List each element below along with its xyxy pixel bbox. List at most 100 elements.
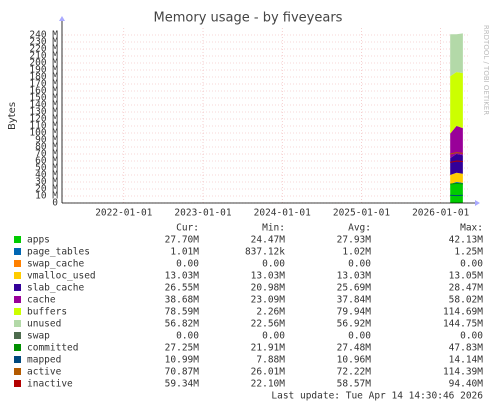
y-tick-label: 240 M	[29, 30, 58, 41]
series-line	[450, 160, 463, 163]
stat-value: 27.25M	[165, 343, 200, 354]
stat-value: 26.01M	[251, 367, 286, 378]
stat-value: 59.34M	[165, 379, 200, 390]
y-tick-label: 230 M	[29, 37, 58, 48]
stat-value: 0.00	[348, 331, 371, 342]
y-tick-label: 110 M	[29, 121, 58, 132]
stat-value: 0.00	[460, 259, 483, 270]
legend-swatch	[14, 308, 21, 315]
stacked-area	[450, 153, 463, 175]
stat-value: 56.82M	[165, 319, 200, 330]
y-tick-label: 100 M	[29, 128, 58, 139]
stat-value: 14.14M	[449, 355, 484, 366]
legend-label: swap_cache	[27, 259, 84, 270]
stacked-area	[450, 182, 463, 203]
x-tick-label: 2023-01-01	[174, 208, 231, 219]
x-tick-label: 2022-01-01	[95, 208, 152, 219]
y-tick-label: 10 M	[35, 191, 58, 202]
stat-value: 47.83M	[449, 343, 484, 354]
y-tick-label: 140 M	[29, 100, 58, 111]
stat-value: 38.68M	[165, 295, 200, 306]
y-tick-label: 130 M	[29, 107, 58, 118]
y-tick-label: 160 M	[29, 86, 58, 97]
y-tick-label: 80 M	[35, 142, 58, 153]
legend-label: active	[27, 367, 62, 378]
x-tick-label: 2025-01-01	[333, 208, 390, 219]
y-tick-label: 20 M	[35, 184, 58, 195]
stat-header: Max:	[460, 223, 483, 234]
y-tick-label: 190 M	[29, 65, 58, 76]
stat-value: 0.00	[348, 259, 371, 270]
y-arrow	[59, 16, 65, 21]
stat-value: 37.84M	[337, 295, 372, 306]
stat-value: 58.02M	[449, 295, 484, 306]
stat-value: 837.12k	[245, 247, 285, 258]
x-tick-label: 2026-01-01	[412, 208, 469, 219]
legend-swatch	[14, 284, 21, 291]
stat-value: 22.10M	[251, 379, 286, 390]
x-tick-label: 2024-01-01	[254, 208, 311, 219]
stat-value: 10.99M	[165, 355, 200, 366]
legend-swatch	[14, 332, 21, 339]
stat-value: 13.03M	[337, 271, 372, 282]
legend-swatch	[14, 248, 21, 255]
stat-value: 0.00	[262, 259, 285, 270]
stat-value: 27.70M	[165, 235, 200, 246]
stat-value: 20.98M	[251, 283, 286, 294]
side-note: RRDTOOL / TOBI OETIKER	[482, 25, 490, 115]
y-tick-label: 0	[52, 198, 58, 209]
stat-value: 25.69M	[337, 283, 372, 294]
legend-label: unused	[27, 319, 61, 330]
y-tick-label: 150 M	[29, 93, 58, 104]
stacked-area	[450, 125, 463, 159]
stat-value: 23.09M	[251, 295, 286, 306]
stat-value: 10.96M	[337, 355, 372, 366]
stat-header: Cur:	[176, 223, 199, 234]
series-line	[450, 152, 463, 155]
stat-value: 22.56M	[251, 319, 286, 330]
legend-label: vmalloc_used	[27, 271, 96, 282]
y-tick-label: 90 M	[35, 135, 58, 146]
plot-area	[62, 28, 470, 203]
stat-value: 2.26M	[256, 307, 285, 318]
stat-value: 26.55M	[165, 283, 200, 294]
stat-value: 1.02M	[342, 247, 371, 258]
legend-label: inactive	[27, 379, 73, 390]
stat-value: 21.91M	[251, 343, 286, 354]
legend-swatch	[14, 296, 21, 303]
stat-value: 0.00	[460, 331, 483, 342]
y-tick-label: 120 M	[29, 114, 58, 125]
stat-value: 13.03M	[165, 271, 200, 282]
stat-value: 0.00	[176, 331, 199, 342]
stat-value: 1.01M	[170, 247, 199, 258]
legend-label: page_tables	[27, 247, 90, 258]
stacked-area	[450, 172, 463, 185]
legend-label: apps	[27, 235, 50, 246]
legend-swatch	[14, 320, 21, 327]
stat-value: 1.25M	[454, 247, 483, 258]
stat-value: 144.75M	[443, 319, 483, 330]
legend-label: cache	[27, 295, 56, 306]
stat-header: Avg:	[348, 223, 371, 234]
y-tick-label: 210 M	[29, 51, 58, 62]
stat-value: 114.69M	[443, 307, 483, 318]
y-tick-label: 60 M	[35, 156, 58, 167]
stat-value: 24.47M	[251, 235, 286, 246]
stat-value: 58.57M	[337, 379, 372, 390]
legend-label: mapped	[27, 355, 61, 366]
y-tick-label: 200 M	[29, 58, 58, 69]
legend-label: committed	[27, 343, 78, 354]
stat-value: 13.03M	[251, 271, 286, 282]
stat-value: 42.13M	[449, 235, 484, 246]
series-line	[450, 182, 463, 185]
y-tick-label: 50 M	[35, 163, 58, 174]
legend-label: buffers	[27, 307, 67, 318]
legend-swatch	[14, 380, 21, 387]
stacked-area	[450, 181, 463, 185]
stat-value: 13.05M	[449, 271, 484, 282]
legend-label: swap	[27, 331, 50, 342]
stacked-area	[450, 72, 463, 134]
last-update: Last update: Tue Apr 14 14:30:46 2026	[271, 391, 483, 402]
y-tick-label: 40 M	[35, 170, 58, 181]
